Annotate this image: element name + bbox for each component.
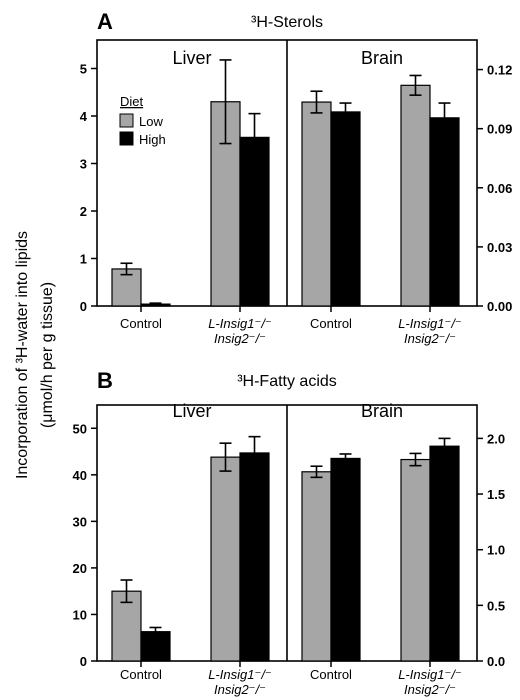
panel-a-legend-entry: High: [139, 132, 166, 147]
panel-a-liver-category-label: Insig2⁻/⁻: [214, 331, 266, 346]
panel-b-brain-tick-label: 2.0: [487, 431, 505, 446]
panel-b-brain-bar-low: [400, 458, 431, 662]
panel-b-brain-tick-label: 1.0: [487, 543, 505, 558]
y-axis-label-line1: Incorporation of ³H-water into lipids: [14, 231, 31, 479]
panel-b-brain-tick-label: 1.5: [487, 487, 505, 502]
panel-b-brain-tick-label: 0.5: [487, 598, 505, 613]
panel-a: A ³H-Sterols Liver 0 1 2 3 4 5 Control L-Insig1⁻/⁻…: [80, 9, 513, 346]
panel-a-liver-tick-label: 4: [80, 109, 88, 124]
panel-a-brain-tick-label: 0.03: [487, 240, 512, 255]
panel-a-title: ³H-Sterols: [251, 14, 323, 31]
panel-a-brain-tick-label: 0.00: [487, 299, 512, 314]
panel-a-liver-label: Liver: [172, 48, 211, 68]
panel-a-letter: A: [97, 9, 113, 34]
panel-b-title: ³H-Fatty acids: [237, 373, 337, 390]
panel-b-liver-tick-label: 0: [80, 654, 87, 669]
panel-a-liver-tick-label: 3: [80, 157, 87, 172]
panel-b-liver-category-label: Insig2⁻/⁻: [214, 682, 266, 697]
panel-a-liver-tick-label: 0: [80, 299, 87, 314]
panel-b-liver-tick-label: 30: [73, 514, 87, 529]
panel-b-liver-tick-label: 20: [73, 561, 87, 576]
panel-a-brain-category-label: Insig2⁻/⁻: [404, 331, 456, 346]
panel-a-brain-tick-label: 0.06: [487, 181, 512, 196]
panel-b-brain-bar-low: [301, 471, 332, 662]
panel-b-liver-tick-label: 50: [73, 421, 87, 436]
panel-a-brain-tick-label: 0.09: [487, 122, 512, 137]
panel-b-brain-label: Brain: [361, 401, 403, 421]
y-axis-label-line2: (μmol/h per g tissue): [39, 282, 56, 428]
panel-a-legend-entry: Low: [139, 114, 163, 129]
panel-a-legend-title: Diet: [120, 94, 144, 109]
panel-a-legend-swatch-low: [119, 113, 134, 128]
panel-a-liver-tick-label: 2: [80, 204, 87, 219]
panel-b-liver-category-label: Control: [120, 667, 162, 682]
panel-a-brain-bar-high: [330, 111, 361, 307]
panel-a-liver-category-label: L-Insig1⁻/⁻: [208, 316, 272, 331]
panel-b: B ³H-Fatty acids Liver 0 10 20 30 40 50 Control L-…: [73, 368, 506, 697]
panel-b-brain-tick-label: 0.0: [487, 654, 505, 669]
panel-b-liver-label: Liver: [172, 401, 211, 421]
panel-a-liver-tick-label: 5: [80, 62, 87, 77]
panel-b-brain-bar-high: [330, 457, 361, 662]
panel-b-liver-tick-label: 40: [73, 468, 87, 483]
panel-b-brain-bar-high: [429, 445, 460, 662]
panel-a-liver-category-label: Control: [120, 316, 162, 331]
panel-b-brain-category-label: Control: [310, 667, 352, 682]
panel-a-brain-bar-low: [400, 84, 431, 307]
panel-a-brain-category-label: L-Insig1⁻/⁻: [398, 316, 462, 331]
panel-a-legend-swatch-high: [119, 131, 134, 146]
panel-a-brain-bar-high: [429, 117, 460, 307]
panel-b-letter: B: [97, 368, 113, 393]
panel-b-liver-bar-high: [239, 452, 270, 662]
panel-a-brain-category-label: Control: [310, 316, 352, 331]
panel-a-liver-tick-label: 1: [80, 252, 87, 267]
panel-a-brain-tick-label: 0.12: [487, 63, 512, 78]
panel-a-liver-bar-high: [239, 136, 270, 307]
panel-b-brain-category-label: Insig2⁻/⁻: [404, 682, 456, 697]
panel-b-liver-bar-low: [210, 456, 241, 662]
panel-a-brain-label: Brain: [361, 48, 403, 68]
panel-a-brain-bar-low: [301, 101, 332, 307]
panel-b-brain-category-label: L-Insig1⁻/⁻: [398, 667, 462, 682]
panel-b-liver-category-label: L-Insig1⁻/⁻: [208, 667, 272, 682]
panel-b-liver-tick-label: 10: [73, 607, 87, 622]
